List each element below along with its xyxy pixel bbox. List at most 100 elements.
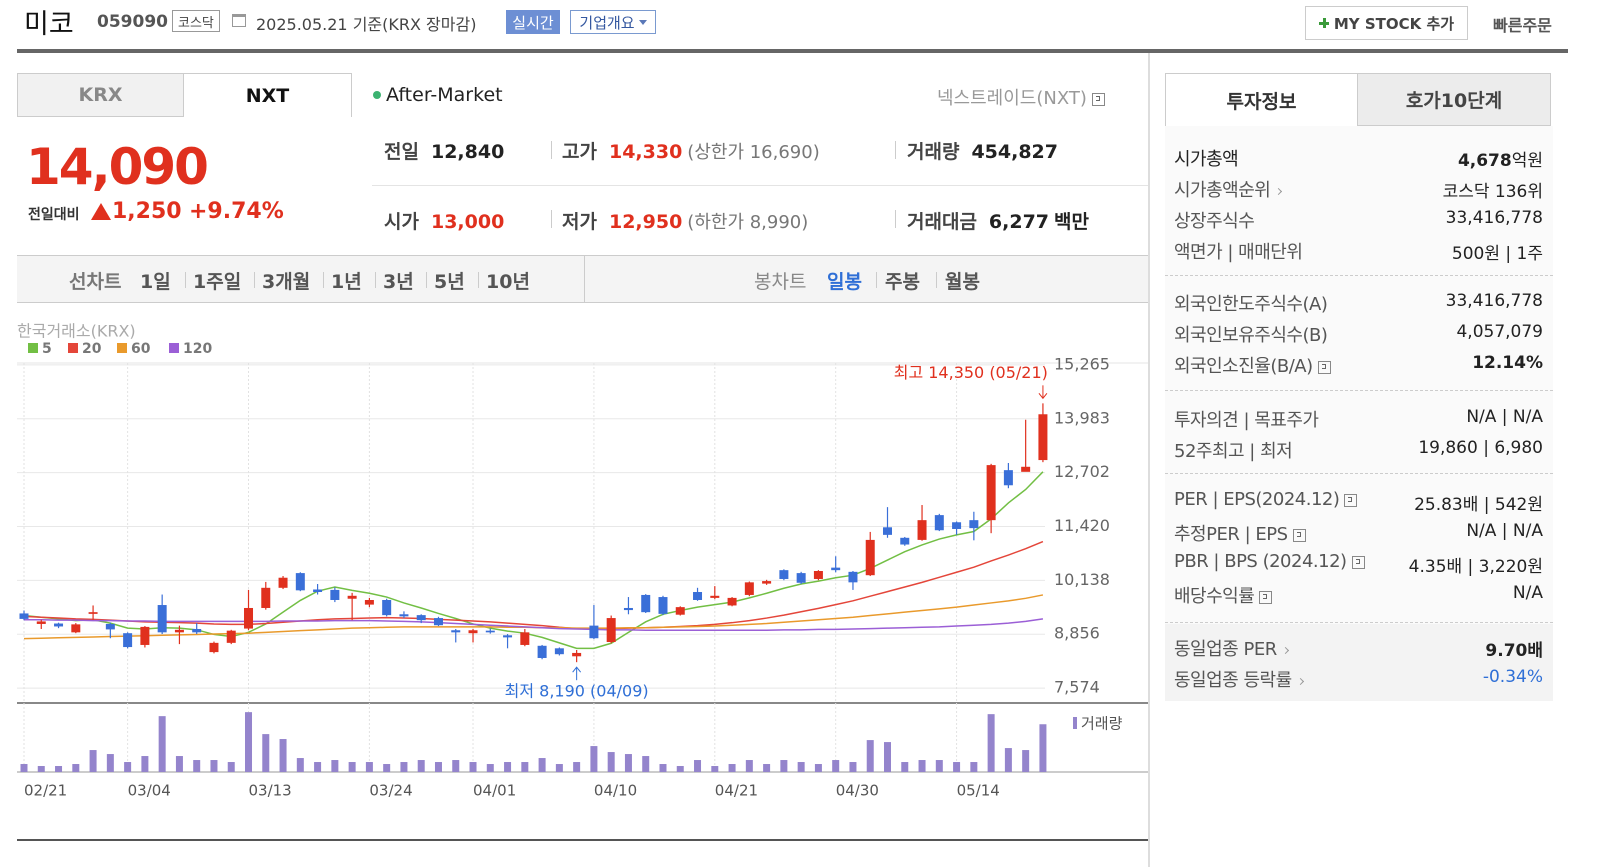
volume-bar xyxy=(106,754,114,772)
info-label: 외국인보유주식수(B) xyxy=(1174,321,1328,347)
line-chart-label: 선차트 xyxy=(69,271,122,293)
volume-bar xyxy=(573,762,581,772)
info-label[interactable]: 동일업종 등락률 xyxy=(1174,666,1304,692)
separator xyxy=(551,141,552,159)
info-label-text: 동일업종 PER xyxy=(1174,639,1277,660)
volume-bar xyxy=(607,752,615,772)
my-stock-label: MY STOCK 추가 xyxy=(1333,14,1455,33)
quote-label: 저가 xyxy=(562,211,597,233)
candle-body xyxy=(364,599,374,605)
market-tab-active[interactable]: NXT xyxy=(184,73,352,117)
volume-bar xyxy=(434,762,442,772)
help-icon[interactable] xyxy=(1351,555,1365,569)
market-tab[interactable]: KRX xyxy=(17,73,184,117)
info-value: N/A | N/A xyxy=(1466,407,1543,427)
info-label: 배당수익률 xyxy=(1174,582,1273,608)
help-icon[interactable] xyxy=(1091,92,1105,106)
legend-swatch xyxy=(68,343,78,353)
candle-period-button[interactable]: 월봉 xyxy=(945,271,980,293)
info-label[interactable]: 동일업종 PER xyxy=(1174,635,1289,661)
period-bar xyxy=(17,255,1148,303)
help-icon[interactable] xyxy=(1292,528,1306,542)
realtime-button[interactable]: 실시간 xyxy=(506,10,560,34)
y-tick-label: 12,702 xyxy=(1054,462,1110,481)
exchange: 넥스트레이드(NXT) xyxy=(937,84,1105,110)
legend-swatch xyxy=(117,343,127,353)
info-value-text: 19,860 | 6,980 xyxy=(1418,438,1543,458)
period-button[interactable]: 10년 xyxy=(486,271,530,293)
group-rule xyxy=(1165,390,1553,391)
volume-bar xyxy=(763,764,771,772)
legend-swatch xyxy=(169,343,179,353)
candle-body xyxy=(520,632,530,645)
volume-bar xyxy=(1022,750,1030,772)
period-button[interactable]: 5년 xyxy=(434,271,465,293)
info-value: 9.70배 xyxy=(1485,636,1543,661)
help-icon[interactable] xyxy=(1317,360,1331,374)
info-value-text: 4.35배 | 3,220원 xyxy=(1408,557,1543,577)
volume-bar xyxy=(1039,724,1047,772)
volume-bar xyxy=(797,762,805,772)
my-stock-button[interactable]: MY STOCK 추가 xyxy=(1305,6,1468,40)
annotation-arrowhead xyxy=(572,666,582,673)
info-label-text: 상장주식수 xyxy=(1174,211,1255,232)
candle-body xyxy=(209,642,219,653)
candle-period-button[interactable]: 주봉 xyxy=(885,271,920,293)
info-label-text: 추정PER | EPS xyxy=(1174,524,1288,545)
separator xyxy=(584,256,585,302)
quote-label: 시가 xyxy=(384,211,419,233)
candle-body xyxy=(278,577,288,588)
volume-bar xyxy=(452,760,460,772)
quick-order[interactable]: 빠른주문 xyxy=(1493,16,1552,35)
candle-body xyxy=(813,570,823,579)
quote-rule xyxy=(372,185,1148,186)
volume-bar xyxy=(694,760,702,772)
candle-body xyxy=(295,573,305,591)
side-tab[interactable]: 호가10단계 xyxy=(1357,73,1551,126)
candle-body xyxy=(589,625,599,639)
session-dot xyxy=(373,91,381,99)
quote-value: 12,950 xyxy=(608,211,683,233)
volume-bar xyxy=(780,760,788,772)
help-icon[interactable] xyxy=(1344,493,1358,507)
separator xyxy=(876,272,877,288)
volume-bar xyxy=(504,762,512,772)
help-icon[interactable] xyxy=(1259,590,1273,604)
stock-code: 059090 xyxy=(97,12,168,32)
candle-body xyxy=(192,628,202,633)
info-label: 52주최고 | 최저 xyxy=(1174,437,1293,463)
volume-bar xyxy=(987,714,995,772)
header-rule xyxy=(17,49,1568,53)
info-value-text: 33,416,778 xyxy=(1445,208,1543,228)
quote-item: 전일 12,840 xyxy=(384,137,504,164)
volume-bar xyxy=(469,762,477,772)
quote-note: (상한가 16,690) xyxy=(687,142,820,163)
separator xyxy=(936,272,937,288)
volume-bar xyxy=(365,762,373,772)
quote-note: (하한가 8,990) xyxy=(687,212,809,233)
candle-chart-label: 봉차트 xyxy=(754,271,807,293)
quote-item: 거래량 454,827 xyxy=(907,137,1058,164)
candle-body xyxy=(952,522,962,529)
volume-bar xyxy=(642,756,650,772)
volume-bar xyxy=(158,716,166,772)
candle-body xyxy=(1038,414,1048,461)
x-tick-label: 03/24 xyxy=(369,782,412,800)
info-value-text: 4,678 xyxy=(1457,151,1512,171)
period-button[interactable]: 1년 xyxy=(331,271,362,293)
stock-name: 미코 xyxy=(24,9,74,40)
candle-period-button[interactable]: 일봉 xyxy=(827,271,862,293)
period-button[interactable]: 1일 xyxy=(140,271,171,293)
info-label: 추정PER | EPS xyxy=(1174,520,1306,546)
period-button[interactable]: 3개월 xyxy=(262,271,311,293)
info-label[interactable]: 시가총액순위 xyxy=(1174,176,1283,202)
quote-label: 거래량 xyxy=(907,141,960,163)
company-button[interactable]: 기업개요 xyxy=(570,10,656,34)
annotation-arrowhead xyxy=(1038,393,1048,400)
separator xyxy=(375,272,376,288)
moving-average-line xyxy=(24,618,1044,631)
period-button[interactable]: 1주일 xyxy=(193,271,242,293)
period-button[interactable]: 3년 xyxy=(383,271,414,293)
candle-body xyxy=(675,607,685,615)
legend-label: 5 xyxy=(42,341,52,357)
